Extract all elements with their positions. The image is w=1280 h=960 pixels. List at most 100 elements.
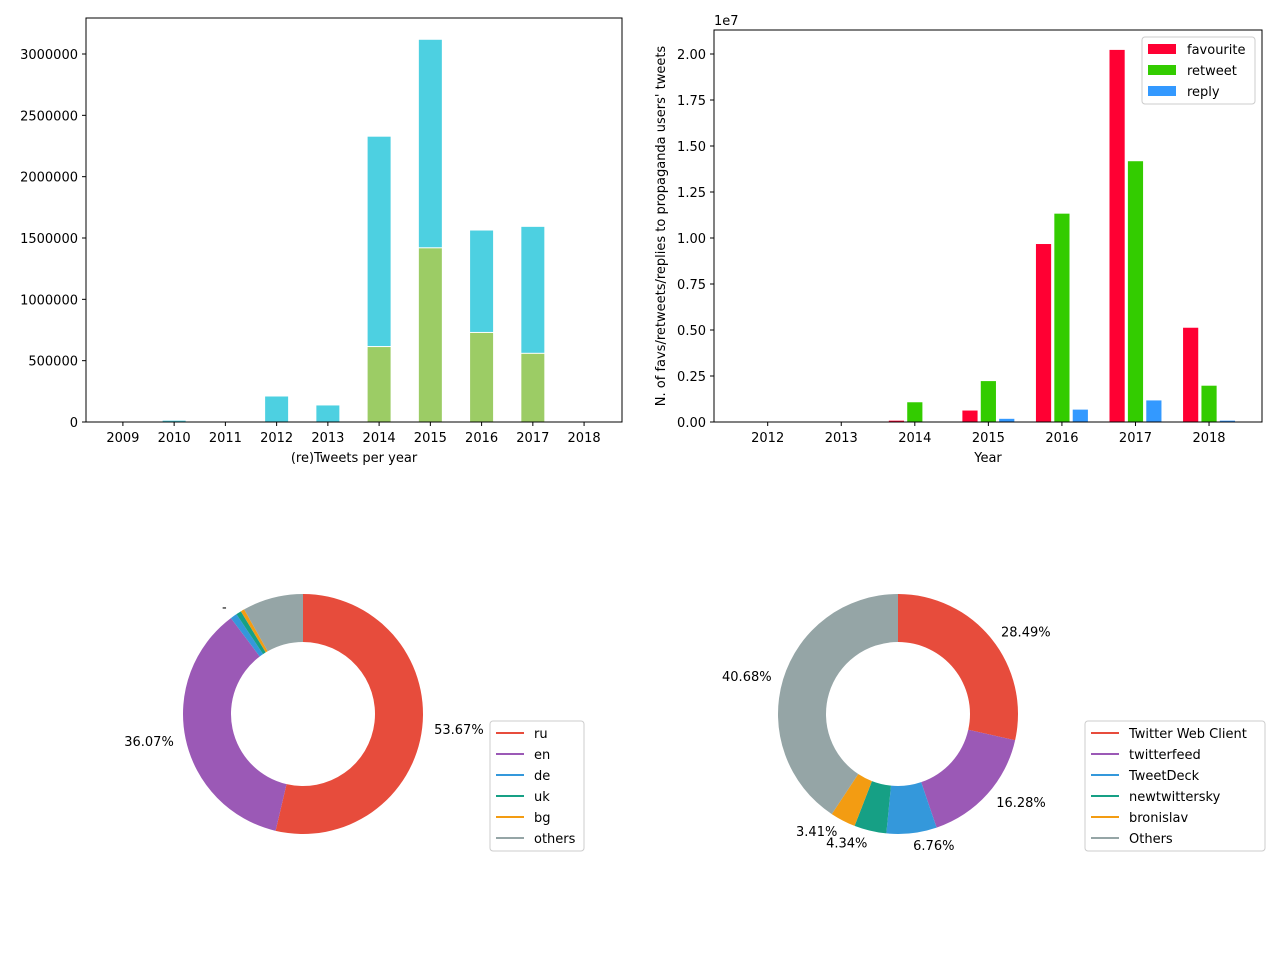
bar-favourite-2016: [1034, 243, 1053, 423]
x-tick-label: 2018: [568, 431, 601, 446]
y-axis-label: N. of favs/retweets/replies to propagand…: [654, 46, 669, 407]
y-tick-label: 2500000: [20, 109, 78, 124]
legend-label: bronislav: [1129, 811, 1188, 826]
slice-label: 28.49%: [1001, 625, 1051, 640]
x-tick-label: 2016: [465, 431, 498, 446]
bar-retweet-2016: [1053, 212, 1071, 423]
y-offset-label: 1e7: [714, 14, 739, 29]
interactions-per-year-chart: 2012 2013 2014 2015 2016 2017 2018 0.00 0.25 0.50…: [654, 14, 1263, 466]
slice-others: [778, 594, 898, 815]
bar-retweet-2014: [906, 401, 924, 423]
y-tick-label: 1.00: [677, 232, 706, 247]
legend-label: newtwittersky: [1129, 790, 1221, 805]
legend-swatch: [1148, 65, 1176, 75]
slice-bronislav: [831, 774, 872, 826]
slice-bg: [240, 609, 268, 653]
slice-label: 36.07%: [124, 735, 174, 750]
y-tick-label: 1000000: [20, 293, 78, 308]
slice-label: 4.34%: [826, 836, 867, 851]
legend-label: Twitter Web Client: [1128, 727, 1247, 742]
x-tick-label: 2009: [106, 431, 139, 446]
y-tick-label: 0.50: [677, 324, 706, 339]
slice-tweetdeck: [886, 782, 937, 835]
y-tick-label: 3000000: [20, 48, 78, 63]
y-tick-label: 0: [70, 416, 78, 431]
bar-favourite-2015: [961, 409, 979, 423]
y-tick-label: 2000000: [20, 171, 78, 186]
bar-retweet-2018: [1200, 384, 1218, 423]
x-tick-label: 2010: [158, 431, 191, 446]
legend-label: retweet: [1187, 64, 1237, 79]
bar-retweet-2015: [979, 380, 997, 423]
x-tick-label: 2016: [1045, 431, 1078, 446]
legend-label: favourite: [1187, 43, 1245, 58]
y-tick-label: 500000: [28, 355, 78, 370]
y-tick-label: 2.00: [677, 48, 706, 63]
retweets-per-year-chart: 2009 2010 2011 2012 2013 2014 2015 2016 2017 2018…: [20, 17, 623, 466]
x-tick-label: 2015: [414, 431, 447, 446]
x-tick-label: 2013: [311, 431, 344, 446]
bar-retweet-2017: [1126, 160, 1145, 423]
legend-label: reply: [1187, 85, 1220, 100]
legend-label: TweetDeck: [1128, 769, 1200, 784]
legend-label: others: [534, 832, 576, 847]
y-tick-label: 1.50: [677, 140, 706, 155]
legend-label: de: [534, 769, 550, 784]
legend-swatch: [1148, 86, 1176, 96]
x-tick-label: 2013: [825, 431, 858, 446]
bar-reply-2015: [998, 417, 1016, 423]
legend-label: bg: [534, 811, 551, 826]
x-tick-label: 2012: [751, 431, 784, 446]
slice-twitterfeed: [921, 729, 1016, 828]
x-tick-label: 2011: [209, 431, 242, 446]
bar-bottom-2015: [417, 247, 443, 423]
bar-reply-2017: [1145, 399, 1163, 423]
x-tick-label: 2018: [1192, 431, 1225, 446]
axes-frame: [713, 29, 1263, 423]
slice-newtwittersky: [854, 781, 891, 834]
y-tick-label: 1.25: [677, 186, 706, 201]
bar-bottom-2014: [366, 346, 392, 423]
legend: ru en de uk bg others: [489, 720, 585, 852]
bar-total-2012: [264, 395, 290, 423]
bar-favourite-2017: [1108, 48, 1126, 423]
x-axis-label: Year: [973, 451, 1002, 466]
legend: favourite retweet reply: [1141, 36, 1256, 105]
legend-label: uk: [534, 790, 550, 805]
slice-twitter-web-client: [898, 594, 1018, 741]
legend-label: twitterfeed: [1129, 748, 1201, 763]
slice-label: 16.28%: [996, 796, 1046, 811]
slice-others: [244, 594, 303, 652]
axes-frame: [85, 17, 623, 423]
bar-total-2013: [315, 404, 341, 423]
legend: Twitter Web Client twitterfeed TweetDeck ne…: [1084, 720, 1266, 852]
source-donut-chart: 28.49% 16.28% 6.76% 4.34%3.41% 40.68% Twitter…: [722, 594, 1266, 854]
legend-box: [1084, 720, 1266, 852]
bar-bottom-2016: [469, 331, 495, 423]
slice-ru: [275, 594, 423, 834]
legend-label: en: [534, 748, 550, 763]
x-tick-label: 2014: [898, 431, 931, 446]
y-tick-label: 1.75: [677, 94, 706, 109]
x-tick-label: 2017: [516, 431, 549, 446]
bar-reply-2016: [1071, 408, 1089, 423]
x-tick-label: 2017: [1119, 431, 1152, 446]
slice-label: 3.41%: [796, 825, 837, 840]
y-tick-label: 1500000: [20, 232, 78, 247]
bar-bottom-2017: [520, 352, 546, 423]
slice-label: -: [222, 600, 227, 615]
slice-uk: [236, 611, 266, 655]
slice-label: 6.76%: [913, 839, 954, 854]
y-tick-label: 0.25: [677, 370, 706, 385]
slice-label: 40.68%: [722, 670, 772, 685]
legend-swatch: [1148, 44, 1176, 54]
x-tick-label: 2014: [363, 431, 396, 446]
slice-label: 53.67%: [434, 723, 484, 738]
y-tick-label: 0.75: [677, 278, 706, 293]
x-axis-label: (re)Tweets per year: [291, 451, 418, 466]
legend-label: ru: [534, 727, 548, 742]
language-donut-chart: 53.67% 36.07% - ru en de uk bg others: [124, 594, 585, 852]
x-tick-label: 2012: [260, 431, 293, 446]
x-tick-label: 2015: [972, 431, 1005, 446]
